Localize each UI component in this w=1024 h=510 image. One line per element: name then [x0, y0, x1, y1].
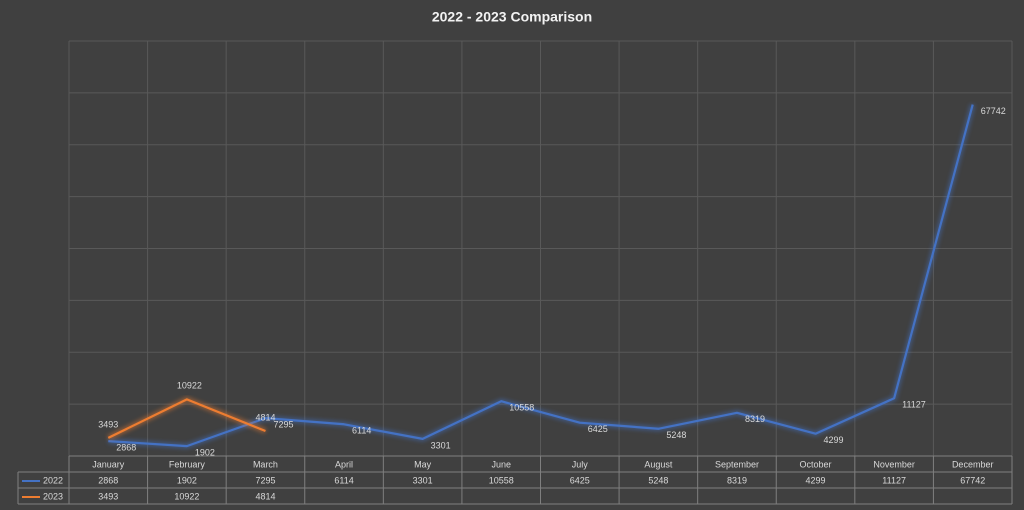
data-label: 1902 — [195, 448, 215, 458]
chart-title: 2022 - 2023 Comparison — [432, 9, 592, 25]
category-label: August — [644, 459, 673, 469]
line — [107, 398, 266, 439]
category-label: November — [873, 459, 915, 469]
data-label: 3301 — [431, 440, 451, 450]
table-value: 3301 — [413, 475, 433, 485]
category-label: June — [491, 459, 511, 469]
category-label: January — [92, 459, 125, 469]
data-label: 8319 — [745, 414, 765, 424]
category-label: March — [253, 459, 278, 469]
table-value: 2868 — [98, 475, 118, 485]
data-label: 4814 — [255, 412, 275, 422]
legend-label: 2022 — [43, 475, 63, 485]
legend-label: 2023 — [43, 491, 63, 501]
table-value: 11127 — [882, 475, 906, 485]
category-label: December — [952, 459, 994, 469]
category-label: October — [800, 459, 832, 469]
data-label: 11127 — [902, 400, 926, 410]
category-label: February — [169, 459, 206, 469]
table-value: 5248 — [648, 475, 668, 485]
category-label: May — [414, 459, 432, 469]
data-label: 67742 — [981, 106, 1006, 116]
data-label: 5248 — [666, 430, 686, 440]
table-value: 10922 — [174, 491, 199, 501]
data-label: 6114 — [352, 426, 371, 436]
category-label: September — [715, 459, 759, 469]
table-value: 1902 — [177, 475, 197, 485]
table-value: 7295 — [255, 475, 275, 485]
data-label: 7295 — [273, 420, 293, 430]
data-label: 6425 — [588, 424, 608, 434]
table-value: 10558 — [489, 475, 514, 485]
table-value: 4299 — [806, 475, 826, 485]
category-label: April — [335, 459, 353, 469]
line — [108, 104, 974, 448]
data-label: 10922 — [177, 381, 202, 391]
table-value: 67742 — [960, 475, 985, 485]
data-label: 3493 — [98, 419, 118, 429]
table-value: 3493 — [98, 491, 118, 501]
table-value: 6425 — [570, 475, 590, 485]
table-value: 4814 — [255, 491, 275, 501]
table-value: 6114 — [334, 475, 353, 485]
data-label: 2868 — [116, 442, 136, 452]
data-label: 4299 — [824, 435, 844, 445]
category-label: July — [572, 459, 589, 469]
table-value: 8319 — [727, 475, 747, 485]
data-label: 10558 — [509, 403, 534, 413]
